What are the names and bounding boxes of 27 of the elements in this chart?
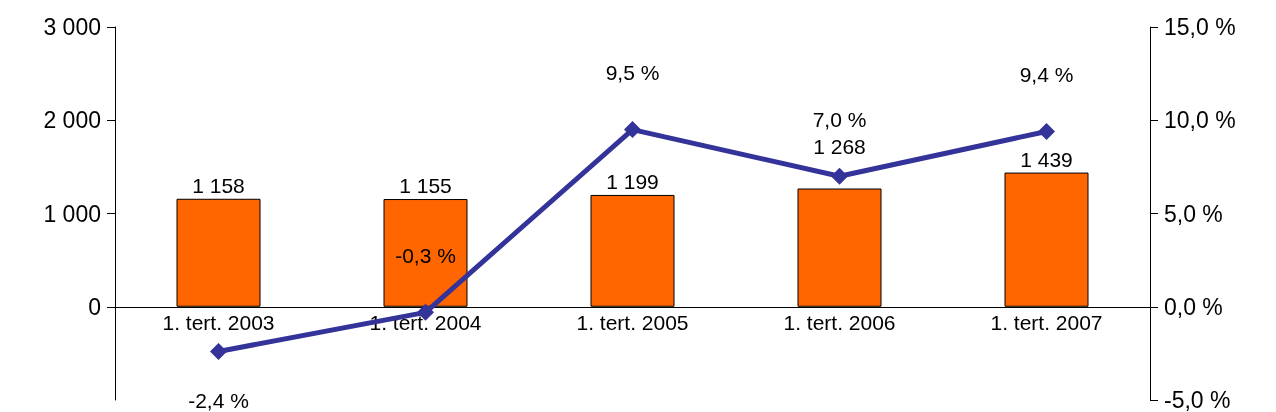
- x-tick-label: 1. tert. 2003: [162, 310, 275, 334]
- data-label: 9,4 %: [1019, 62, 1074, 86]
- x-tick-label: 1. tert. 2007: [990, 310, 1103, 334]
- y2-tick-label: 5,0 %: [1164, 200, 1223, 227]
- y-tick-label: 0: [88, 293, 101, 320]
- point: [624, 121, 641, 139]
- data-label: -0,3 %: [395, 243, 456, 267]
- data-label: 9,5 %: [605, 61, 660, 85]
- y-tick-label: 3 000: [43, 14, 101, 40]
- data-label: 1 268: [813, 135, 866, 159]
- point: [831, 167, 848, 185]
- data-label: 1 439: [1020, 147, 1073, 171]
- y2-tick-label: -5,0 %: [1164, 387, 1231, 412]
- data-label: 1 199: [606, 169, 659, 193]
- x-tick-label: 1. tert. 2005: [576, 310, 689, 334]
- y2-tick-label: 10,0 %: [1164, 107, 1236, 134]
- y-tick-label: 1 000: [43, 200, 101, 227]
- y2-tick-label: 0,0 %: [1164, 293, 1223, 320]
- data-label: 1 158: [192, 173, 245, 197]
- y-tick-label: 2 000: [43, 107, 101, 134]
- data-label: -2,4 %: [188, 389, 249, 412]
- data-label: 7,0 %: [812, 107, 867, 131]
- data-label: 1 155: [399, 174, 452, 198]
- point: [210, 343, 227, 361]
- x-tick-label: 1. tert. 2006: [783, 310, 896, 334]
- point: [1038, 122, 1055, 140]
- y2-tick-label: 15,0 %: [1164, 14, 1236, 40]
